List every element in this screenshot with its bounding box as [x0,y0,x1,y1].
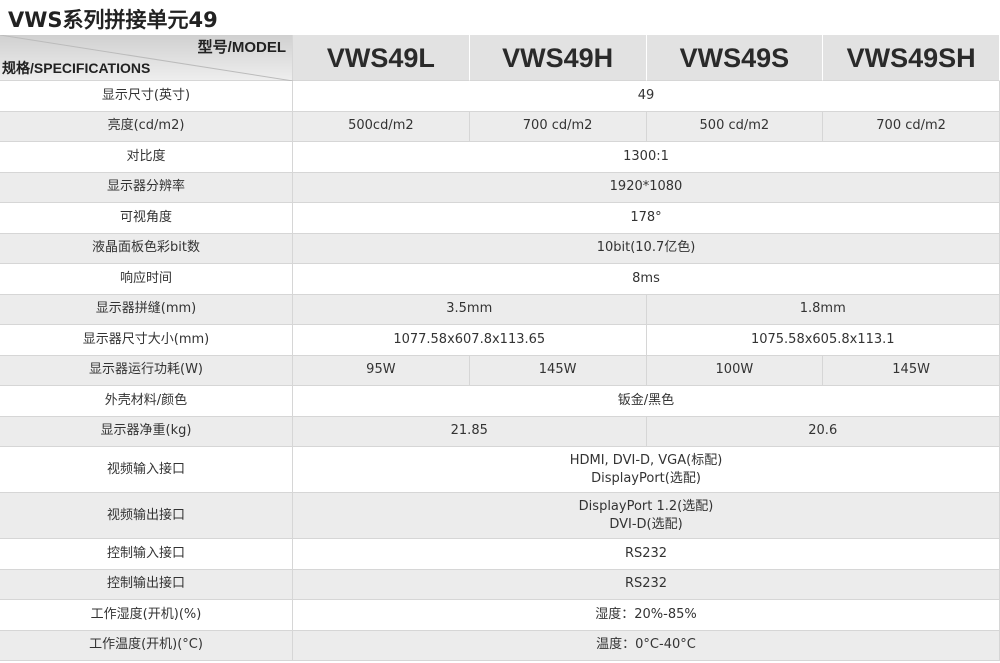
cell-line: DVI-D(选配) [609,516,683,532]
spec-cell: 温度：0°C-40°C [293,630,1000,661]
spec-cell: 500cd/m2 [293,111,470,142]
row-label: 液晶面板色彩bit数 [0,233,293,264]
spec-cell: 700 cd/m2 [823,111,1000,142]
row-label: 工作温度(开机)(°C) [0,630,293,661]
row-label: 控制输入接口 [0,539,293,570]
row-label: 显示尺寸(英寸) [0,81,293,112]
spec-cell: 8ms [293,264,1000,295]
spec-cell: 145W [823,355,1000,386]
spec-cell: 1.8mm [646,294,1000,325]
spec-cell: DisplayPort 1.2(选配) DVI-D(选配) [293,493,1000,539]
title: VWS系列拼接单元49 [8,8,218,32]
row-label: 亮度(cd/m2) [0,111,293,142]
model-name: VWS49S [646,35,824,81]
header-corner: 型号/MODEL 规格/SPECIFICATIONS [0,35,293,81]
row-label: 显示器分辨率 [0,172,293,203]
row-label: 可视角度 [0,203,293,234]
spec-label: 规格/SPECIFICATIONS [2,60,151,76]
spec-cell: 湿度：20%-85% [293,600,1000,631]
model-name: VWS49H [469,35,647,81]
spec-cell: 20.6 [646,416,1000,447]
row-label: 外壳材料/颜色 [0,386,293,417]
spec-cell: 1920*1080 [293,172,1000,203]
spec-cell: 10bit(10.7亿色) [293,233,1000,264]
spec-cell: 178° [293,203,1000,234]
model-name: VWS49L [293,35,470,81]
row-label: 响应时间 [0,264,293,295]
diagonal [0,35,293,81]
spec-cell: 49 [293,81,1000,112]
row-label: 视频输出接口 [0,493,293,539]
spec-cell: RS232 [293,569,1000,600]
spec-cell: 1075.58x605.8x113.1 [646,325,1000,356]
cell-line: DisplayPort 1.2(选配) [578,498,714,514]
spec-cell: 500 cd/m2 [646,111,824,142]
row-label: 控制输出接口 [0,569,293,600]
row-label: 工作湿度(开机)(%) [0,600,293,631]
row-label: 显示器尺寸大小(mm) [0,325,293,356]
cell-line: HDMI, DVI-D, VGA(标配) [569,452,723,468]
spec-cell: 145W [469,355,647,386]
model-name: VWS49SH [823,35,1000,81]
spec-cell: 1300:1 [293,142,1000,173]
spec-cell: 1077.58x607.8x113.65 [293,325,647,356]
row-label: 对比度 [0,142,293,173]
spec-cell: 钣金/黑色 [293,386,1000,417]
row-label: 显示器净重(kg) [0,416,293,447]
spec-cell: 100W [646,355,824,386]
spec-cell: 21.85 [293,416,647,447]
spec-cell: 700 cd/m2 [469,111,647,142]
row-label: 显示器运行功耗(W) [0,355,293,386]
row-label: 视频输入接口 [0,447,293,493]
cell-line: DisplayPort(选配) [591,470,701,486]
spec-cell: 3.5mm [293,294,647,325]
spec-cell: 95W [293,355,470,386]
spec-cell: HDMI, DVI-D, VGA(标配) DisplayPort(选配) [293,447,1000,493]
row-label: 显示器拼缝(mm) [0,294,293,325]
model-label: 型号/MODEL [197,39,286,56]
spec-cell: RS232 [293,539,1000,570]
